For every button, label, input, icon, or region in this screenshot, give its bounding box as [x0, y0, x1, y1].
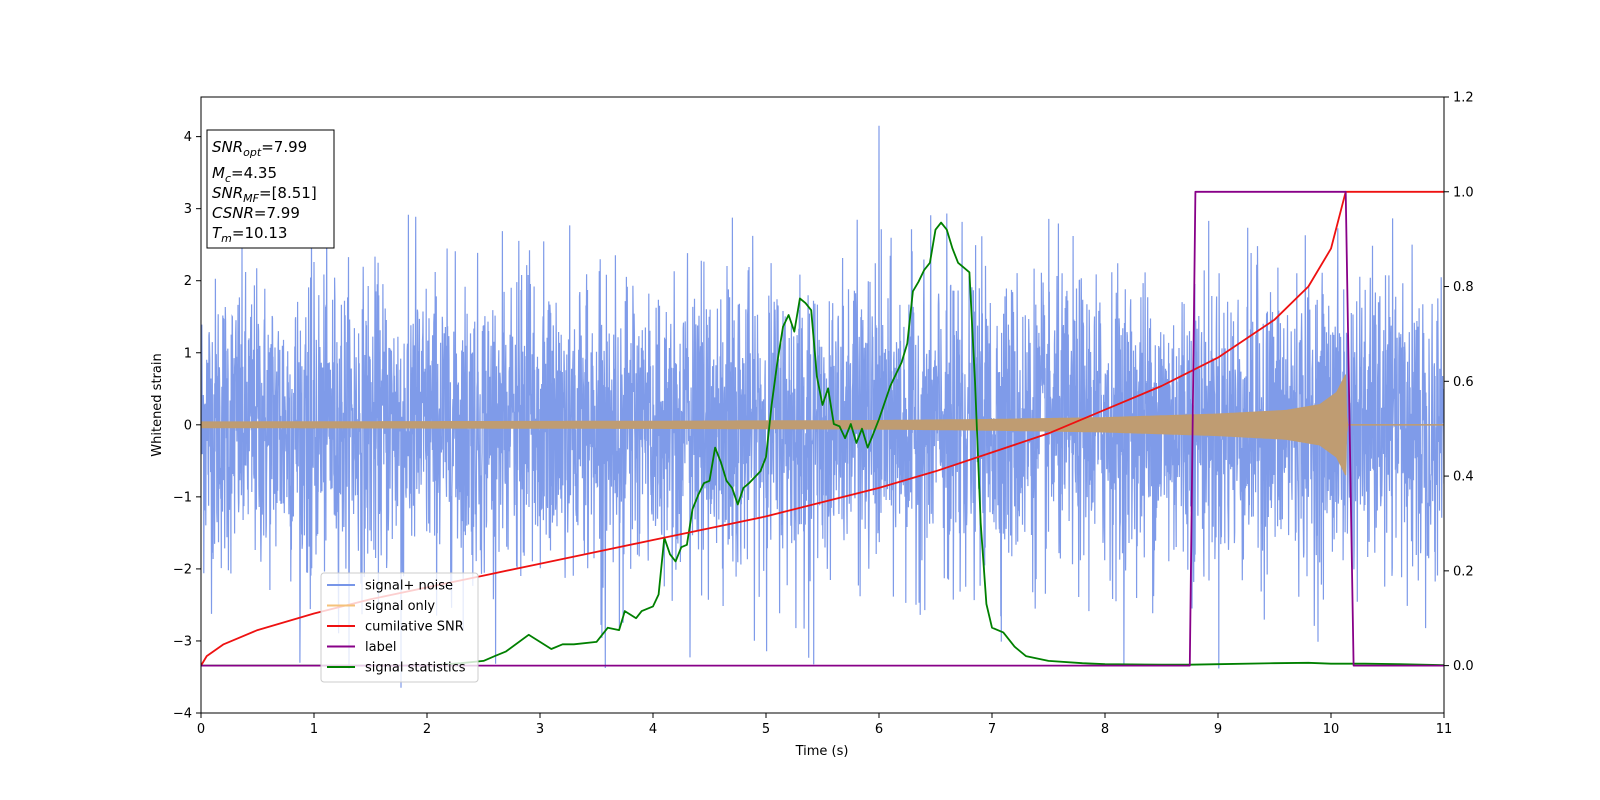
- x-tick-label: 1: [310, 722, 318, 737]
- y-tick-label: 2: [184, 274, 192, 289]
- y-right-tick-label: 0.6: [1453, 375, 1474, 390]
- y-tick-label: 1: [184, 346, 192, 361]
- x-tick-label: 7: [988, 722, 996, 737]
- y-tick-label: −2: [173, 562, 192, 577]
- series-signal-noise: [201, 125, 1444, 688]
- y-right-tick-label: 1.2: [1453, 91, 1474, 106]
- legend-frame: [320, 572, 479, 683]
- y-axis-left: 4 3 2 1 0 −1 −2 −3 −4: [173, 130, 201, 722]
- x-tick-label: 3: [536, 722, 544, 737]
- y-tick-label: −1: [173, 490, 192, 505]
- y-right-tick-label: 0.8: [1453, 280, 1474, 295]
- y-tick-label: −3: [173, 634, 192, 649]
- annotation-frame: [206, 129, 335, 249]
- x-axis: 0 1 2 3 4 5 6 7 8 9 10 11: [197, 713, 1452, 737]
- x-tick-label: 0: [197, 722, 205, 737]
- annotation-line: Tm=10.13: [212, 224, 287, 245]
- y-tick-label: −4: [173, 707, 192, 722]
- annotation-line: SNRMF=[8.51]: [212, 184, 317, 205]
- y-tick-label: 3: [184, 202, 192, 217]
- x-tick-label: 8: [1101, 722, 1109, 737]
- annotation-line: SNRopt=7.99: [212, 138, 307, 159]
- series-signal-noise-line: [201, 125, 1444, 688]
- y-right-tick-label: 0.2: [1453, 564, 1474, 579]
- series-label: [201, 190, 1444, 667]
- y-axis-right: 1.2 1.0 0.8 0.6 0.4 0.2 0.0: [1444, 91, 1474, 674]
- x-axis-label: Time (s): [795, 744, 849, 759]
- legend: signal+ noise signal only cumilative SNR la…: [320, 572, 479, 683]
- x-tick-label: 11: [1436, 722, 1453, 737]
- annotation-line: CSNR=7.99: [212, 204, 300, 222]
- y-axis-label: Whitened strain: [150, 353, 165, 456]
- legend-label: label: [365, 640, 396, 655]
- series-signal-statistics: [201, 221, 1444, 667]
- y-right-tick-label: 0.4: [1453, 470, 1474, 485]
- plot-frame: [200, 96, 1445, 714]
- x-tick-label: 10: [1323, 722, 1340, 737]
- legend-label: signal statistics: [365, 661, 466, 676]
- y-right-tick-label: 1.0: [1453, 185, 1474, 200]
- legend-label: cumilative SNR: [365, 620, 464, 635]
- y-right-tick-label: 0.0: [1453, 659, 1474, 674]
- x-tick-label: 6: [875, 722, 883, 737]
- annotation-line: Mc=4.35: [212, 164, 277, 185]
- y-tick-label: 4: [184, 130, 192, 145]
- y-tick-label: 0: [184, 418, 192, 433]
- legend-label: signal+ noise: [365, 579, 453, 594]
- x-tick-label: 4: [649, 722, 657, 737]
- legend-label: signal only: [365, 599, 435, 614]
- x-tick-label: 2: [423, 722, 431, 737]
- x-tick-label: 9: [1214, 722, 1222, 737]
- x-tick-label: 5: [762, 722, 770, 737]
